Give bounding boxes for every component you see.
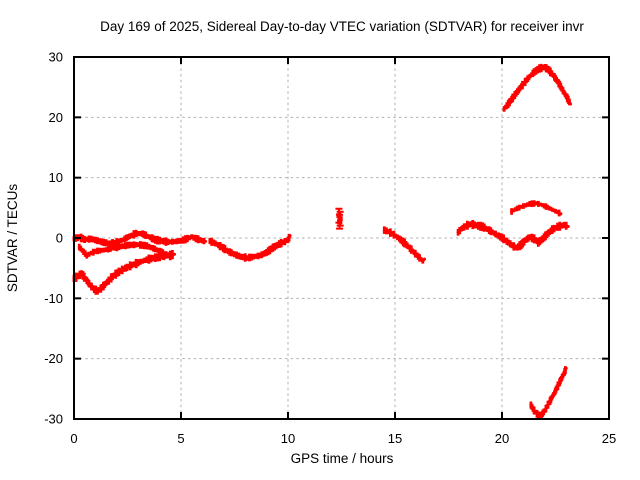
y-tick-label: 10	[49, 170, 63, 185]
y-tick-label: 20	[49, 110, 63, 125]
x-tick-label: 5	[177, 431, 184, 446]
x-tick-label: 25	[602, 431, 616, 446]
grid-lines	[74, 57, 609, 419]
y-tick-label: -10	[44, 291, 63, 306]
chart-title: Day 169 of 2025, Sidereal Day-to-day VTE…	[100, 19, 584, 34]
x-tick-label: 15	[388, 431, 402, 446]
y-tick-label: -30	[44, 412, 63, 427]
plot-frame	[73, 56, 610, 420]
y-tick-label: 0	[56, 231, 63, 246]
tick-labels: 0 5 10 15 20 25 -30 -20 -10 0 10 20 30	[44, 50, 616, 447]
y-tick-label: -20	[44, 351, 63, 366]
y-tick-label: 30	[49, 50, 63, 65]
x-axis-label: GPS time / hours	[291, 451, 394, 466]
x-tick-label: 10	[281, 431, 295, 446]
x-tick-label: 20	[495, 431, 509, 446]
y-axis-label: SDTVAR / TECUs	[5, 184, 20, 293]
x-tick-label: 0	[70, 431, 77, 446]
